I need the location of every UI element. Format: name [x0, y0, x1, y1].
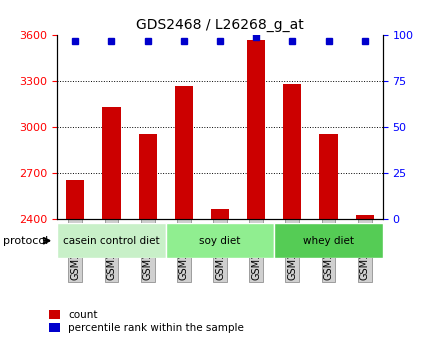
FancyBboxPatch shape: [57, 223, 166, 258]
Bar: [319, 133, 337, 354]
Bar: [211, 209, 229, 354]
Bar: [103, 108, 121, 354]
Bar: [66, 179, 84, 354]
Legend: count, percentile rank within the sample: count, percentile rank within the sample: [49, 310, 244, 333]
Bar: [247, 40, 265, 354]
Text: soy diet: soy diet: [199, 236, 241, 246]
Bar: [175, 86, 193, 354]
Text: protocol: protocol: [3, 236, 48, 246]
Bar: [139, 133, 157, 354]
FancyBboxPatch shape: [274, 223, 383, 258]
FancyBboxPatch shape: [166, 223, 274, 258]
Bar: [283, 85, 301, 354]
Title: GDS2468 / L26268_g_at: GDS2468 / L26268_g_at: [136, 18, 304, 32]
Text: whey diet: whey diet: [303, 236, 354, 246]
Text: casein control diet: casein control diet: [63, 236, 160, 246]
Bar: [356, 215, 374, 354]
